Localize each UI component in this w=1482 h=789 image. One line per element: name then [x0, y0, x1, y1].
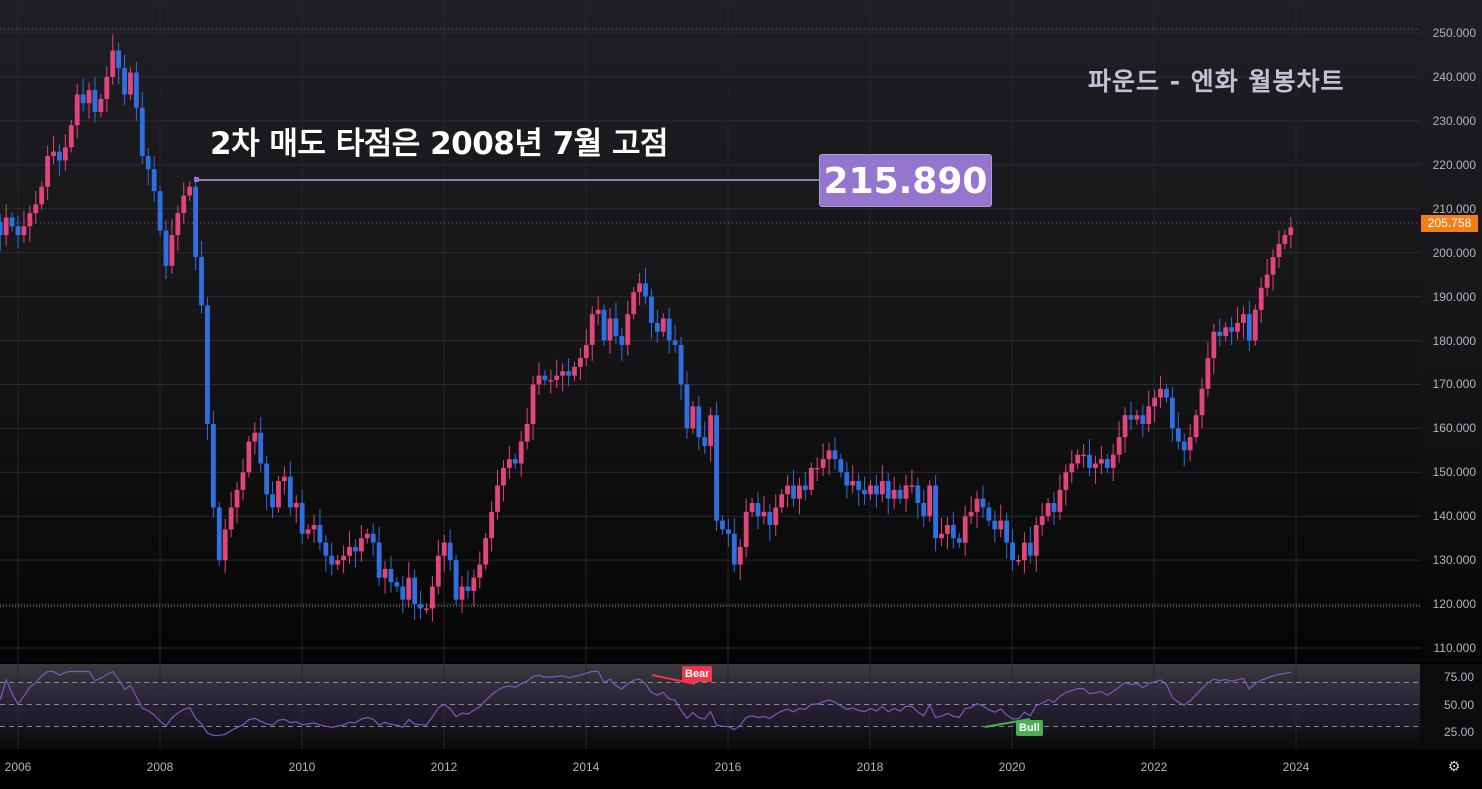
price-tick: 150.000	[1432, 465, 1476, 480]
price-tick: 200.000	[1432, 245, 1476, 260]
time-tick: 2012	[430, 760, 458, 774]
chart-title: 파운드 - 엔화 월봉차트	[1088, 67, 1345, 96]
time-tick: 2024	[1282, 760, 1310, 774]
price-tick: 240.000	[1432, 69, 1476, 84]
time-tick: 2010	[288, 760, 316, 774]
annotation-price-label[interactable]: 215.890	[819, 154, 992, 207]
time-tick: 2020	[998, 760, 1026, 774]
price-pane[interactable]	[0, 0, 1420, 662]
rsi-axis[interactable]	[1420, 664, 1482, 749]
price-tick: 160.000	[1432, 421, 1476, 436]
bull-divergence-label: Bull	[1016, 720, 1043, 736]
price-tick: 130.000	[1432, 553, 1476, 568]
price-axis[interactable]	[1420, 0, 1482, 662]
time-tick: 2014	[572, 760, 600, 774]
time-tick: 2006	[4, 760, 32, 774]
price-tick: 180.000	[1432, 333, 1476, 348]
price-tick: 190.000	[1432, 289, 1476, 304]
price-tick: 110.000	[1433, 641, 1477, 656]
rsi-tick: 50.00	[1443, 697, 1474, 712]
time-tick: 2018	[856, 760, 884, 774]
price-tick: 230.000	[1432, 113, 1476, 128]
price-tick: 210.000	[1432, 201, 1476, 216]
time-axis[interactable]	[0, 749, 1482, 789]
price-tick: 170.000	[1432, 377, 1476, 392]
price-tick: 220.000	[1432, 157, 1476, 172]
annotation-text: 2차 매도 타점은 2008년 7월 고점	[210, 126, 669, 162]
time-tick: 2022	[1140, 760, 1168, 774]
time-tick: 2008	[146, 760, 174, 774]
rsi-tick: 25.00	[1443, 725, 1474, 739]
bear-divergence-label: Bear	[682, 666, 713, 682]
price-tick: 120.000	[1432, 597, 1476, 612]
price-tick: 250.000	[1432, 26, 1476, 40]
price-tick: 140.000	[1432, 509, 1476, 524]
rsi-tick: 75.00	[1443, 670, 1474, 684]
time-tick: 2016	[714, 760, 742, 774]
settings-icon[interactable]: ⚙	[1447, 758, 1461, 774]
last-price-badge: 205.758	[1421, 215, 1478, 232]
